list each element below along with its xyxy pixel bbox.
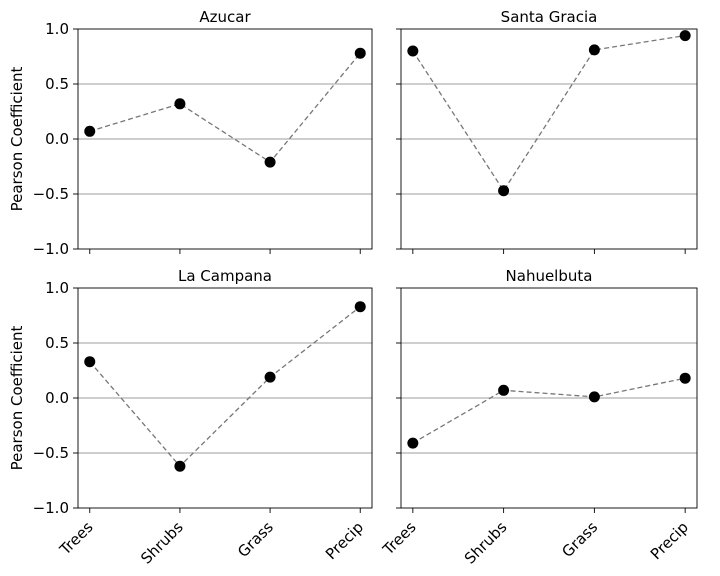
x-tick-label: Shrubs — [137, 518, 187, 568]
panel-title: Santa Gracia — [501, 8, 598, 26]
series-line — [412, 34, 686, 192]
y-axis-label: Pearson Coefficient — [8, 66, 26, 211]
data-point — [407, 437, 419, 449]
panel-4: Trees Shrubs Grass Precip Nahuelbuta — [379, 267, 698, 568]
data-point — [679, 372, 691, 384]
data-point — [264, 371, 276, 383]
series-line — [412, 377, 686, 444]
y-tick-label: −0.5 — [33, 444, 69, 462]
data-point — [174, 98, 186, 110]
panel-1: 1.0 0.5 0.0 −0.5 −1.0 Azucar Pearson Coefficie… — [8, 8, 373, 258]
y-tick-label: 0.0 — [45, 389, 69, 407]
y-tick-label: −1.0 — [33, 240, 69, 258]
data-point — [679, 30, 691, 42]
series-line — [89, 52, 361, 163]
panel-title: La Campana — [178, 267, 272, 285]
y-tick-label: 1.0 — [45, 20, 69, 38]
x-tick-label: Trees — [379, 518, 420, 559]
data-point — [84, 125, 96, 137]
data-point — [407, 45, 419, 57]
data-point — [588, 44, 600, 56]
data-point — [354, 301, 366, 313]
x-tick-label: Shrubs — [461, 518, 511, 568]
y-tick-label: 1.0 — [45, 279, 69, 297]
x-tick-label: Precip — [647, 518, 692, 563]
data-point — [498, 185, 510, 197]
data-point — [354, 47, 366, 59]
x-tick-label: Grass — [558, 518, 601, 561]
data-point — [264, 156, 276, 168]
y-tick-label: −1.0 — [33, 499, 69, 517]
y-tick-label: −0.5 — [33, 185, 69, 203]
y-axis-label: Pearson Coefficient — [8, 325, 26, 470]
data-point — [498, 384, 510, 396]
data-point — [174, 460, 186, 472]
x-tick-label: Grass — [234, 518, 277, 561]
series-line — [89, 306, 361, 468]
y-tick-label: 0.0 — [45, 130, 69, 148]
y-tick-label: 0.5 — [45, 334, 69, 352]
panel-2: Santa Gracia — [396, 8, 698, 254]
y-tick-label: 0.5 — [45, 75, 69, 93]
x-tick-label: Precip — [322, 518, 367, 563]
data-point — [588, 391, 600, 403]
x-tick-label: Trees — [56, 518, 97, 559]
panel-title: Nahuelbuta — [506, 267, 593, 285]
data-point — [84, 356, 96, 368]
panel-title: Azucar — [199, 8, 251, 26]
